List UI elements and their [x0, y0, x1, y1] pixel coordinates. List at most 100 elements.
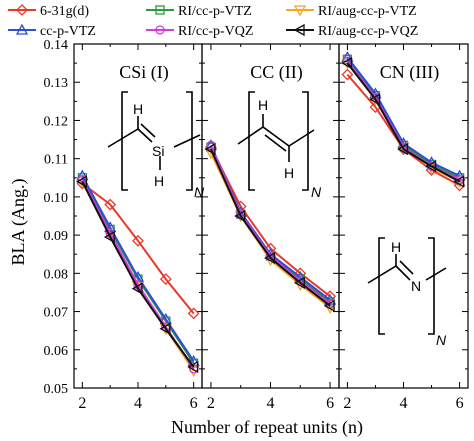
legend-marker [155, 5, 165, 15]
series-6-31g-d [205, 141, 336, 303]
data-point [323, 293, 337, 305]
data-point [453, 175, 465, 188]
x-tick-label: 2 [343, 395, 351, 412]
subscript-n: N [194, 184, 205, 200]
atom-label: H [284, 165, 294, 181]
y-tick-label: 0.09 [44, 229, 69, 244]
data-point [204, 143, 216, 156]
legend-label: 6-31g(d) [40, 4, 89, 19]
y-tick-label: 0.14 [44, 38, 69, 53]
data-point [293, 276, 305, 289]
data-point [453, 169, 466, 181]
series-line [81, 175, 195, 362]
series-line [346, 62, 461, 183]
x-axis-label: Number of repeat units (n) [171, 417, 363, 438]
legend-item-6-31g-d: 6-31g(d) [8, 4, 89, 19]
series-line [209, 152, 331, 309]
legend-label: RI/cc-p-VTZ [178, 4, 252, 19]
series-line [81, 182, 195, 315]
bracket-left [121, 91, 128, 191]
series-ri-aug-cc-p-vqz [341, 57, 465, 188]
data-point [453, 176, 466, 188]
legend-label: cc-p-VTZ [40, 24, 96, 39]
legend-item-ri-cc-p-vtz: RI/cc-p-VTZ [146, 4, 252, 19]
panel-frame [338, 43, 469, 389]
atom-label: H [391, 239, 401, 255]
x-tick-label: 6 [190, 395, 198, 412]
x-tick-label: 2 [78, 395, 86, 412]
double-bond [137, 128, 153, 143]
data-point [234, 209, 246, 223]
legend-item-ri-aug-cc-p-vqz: RI/aug-cc-p-VQZ [286, 23, 418, 39]
series-ri-cc-p-vqz [206, 140, 335, 309]
panel-frame [201, 43, 340, 389]
series-line [209, 146, 331, 303]
x-tick-label: 6 [456, 395, 464, 412]
legend-label: RI/cc-p-VQZ [178, 24, 253, 39]
bond [367, 265, 397, 284]
series-ri-aug-cc-p-vqz [204, 143, 335, 312]
bracket-right [428, 237, 435, 335]
legend-item-ri-cc-p-vqz: RI/cc-p-VQZ [146, 24, 253, 39]
bond [237, 126, 264, 145]
bracket-right [302, 91, 309, 191]
data-point [341, 57, 353, 70]
data-point [264, 251, 276, 265]
y-tick-label: 0.08 [44, 267, 69, 282]
series-line [81, 181, 195, 368]
atom-label: Si [152, 143, 164, 159]
double-bond [140, 123, 156, 138]
double-bond [399, 260, 414, 275]
double-bond [395, 265, 411, 281]
series-line [210, 146, 331, 298]
panel-cn-iii: 2 4 6 CN (III) H N N [338, 43, 469, 412]
data-point [187, 307, 200, 320]
structure-cc-ii: H H N [237, 91, 322, 200]
legend: 6-31g(d) RI/cc-p-VTZ RI/aug-cc-p-VTZ cc-p-V… [8, 4, 418, 39]
bond [107, 128, 139, 148]
chart-panels: 2 4 6 CSi (I) H Si H N 2 4 6 CC (II) H H N 2 4 6 CN (III) H… [73, 43, 469, 412]
atom-label: H [133, 101, 143, 117]
subscript-n: N [436, 332, 447, 348]
x-tick-label: 2 [207, 395, 215, 412]
legend-marker [16, 4, 28, 16]
data-point [159, 322, 171, 335]
panel-label: CSi (I) [119, 62, 169, 83]
data-point [187, 360, 199, 374]
data-point [132, 234, 144, 247]
data-point [159, 273, 172, 285]
x-tick-label: 6 [326, 395, 334, 412]
atom-label: H [258, 97, 268, 113]
y-tick-label: 0.13 [44, 76, 69, 91]
series-ri-aug-cc-p-vqz [76, 175, 199, 374]
series-line [209, 148, 331, 307]
series-group [204, 138, 337, 315]
atom-label: N [411, 278, 421, 294]
legend-marker [15, 23, 29, 35]
structure-cn-iii: H N N [367, 237, 447, 348]
y-tick-label: 0.10 [44, 191, 69, 206]
series-group [341, 51, 466, 192]
data-point [323, 299, 335, 312]
double-bond [262, 126, 290, 147]
x-tick-label: 4 [134, 395, 142, 412]
double-bond [264, 134, 287, 152]
data-point [397, 143, 409, 156]
series-cc-p-vtz [76, 169, 200, 366]
series-ri-cc-p-vtz [206, 142, 335, 307]
y-tick-label: 0.12 [44, 114, 69, 129]
series-group [76, 169, 200, 378]
legend-marker [293, 5, 307, 17]
legend-marker [293, 23, 305, 37]
atom-label: H [154, 173, 164, 189]
data-point [369, 93, 381, 106]
legend-item-cc-p-vtz: cc-p-VTZ [8, 23, 96, 39]
bracket-left [378, 237, 385, 335]
y-axis-label: BLA (Ang.) [8, 179, 29, 266]
subscript-n: N [311, 184, 322, 200]
bracket-left [248, 91, 255, 191]
y-tick-label: 0.06 [44, 344, 69, 359]
y-tick-label: 0.05 [44, 382, 69, 397]
data-point [76, 175, 87, 188]
